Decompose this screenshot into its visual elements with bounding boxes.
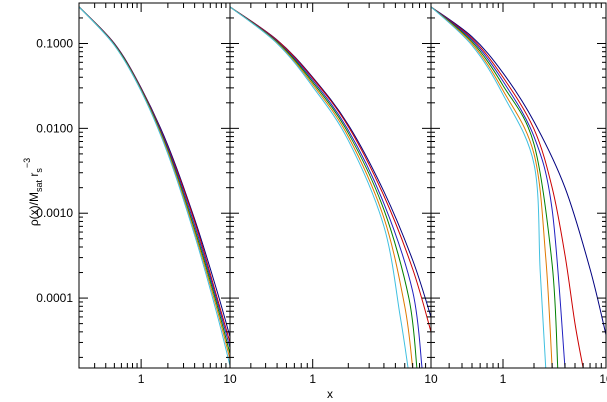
y-axis-title-main: ρ(x)/M (27, 192, 41, 226)
panel-1-series-line-2 (79, 6, 230, 343)
y-tick-label: 0.1000 (36, 36, 73, 50)
panel-1-series-line-1 (79, 6, 230, 337)
y-axis-title-sup: −3 (22, 158, 32, 168)
panel-1-series-line-5 (79, 6, 230, 360)
x-tick-label: 10 (599, 372, 607, 386)
y-tick-label: 0.0001 (36, 291, 73, 305)
panel-1-series-line-3 (79, 6, 230, 348)
x-tick-label: 10 (223, 372, 237, 386)
panel-2-series (230, 6, 431, 368)
panel-3-series-line-5 (431, 6, 553, 368)
panel-3-series-line-1 (431, 6, 606, 335)
panel-2-series-line-5 (230, 6, 414, 368)
panel-2-series-line-4 (230, 6, 418, 368)
y-axis-title: ρ(x)/Msat rs−3 (22, 158, 44, 226)
panel-3-series-line-6 (431, 6, 547, 368)
svg-text:ρ(x)/Msat rs−3: ρ(x)/Msat rs−3 (22, 158, 44, 226)
panel-2-series-line-1 (230, 6, 431, 318)
plot-area: 1 10 0.1000 0.0100 0.0010 0.0001 1 10 1 10 (36, 2, 607, 386)
y-axis-title-mid: r (27, 173, 41, 180)
panel-1-series-line-6 (79, 6, 230, 366)
panel-3-series (431, 6, 606, 368)
panel-3-series-line-2 (431, 6, 584, 368)
panel-3: 1 10 (430, 2, 607, 386)
panel-3-series-line-4 (431, 6, 559, 368)
x-tick-label: 1 (138, 372, 145, 386)
panel-1-series (79, 6, 230, 366)
x-tick-label: 1 (309, 372, 316, 386)
panel-1-series-line-4 (79, 6, 230, 355)
panel-2-frame (229, 2, 432, 369)
x-tick-label: 10 (424, 372, 438, 386)
y-tick-label: 0.0100 (36, 121, 73, 135)
y-axis-title-sub1: sat (34, 179, 44, 192)
panel-2-series-line-3 (230, 6, 423, 368)
panel-2-series-line-2 (230, 6, 431, 332)
panel-2: 1 10 (229, 2, 438, 386)
panel-3-series-line-3 (431, 6, 566, 368)
y-axis-title-sub2: s (34, 168, 44, 173)
x-axis-title: x (327, 387, 333, 401)
x-tick-label: 1 (500, 372, 507, 386)
y-tick-label: 0.0010 (36, 206, 73, 220)
panel-1: 1 10 0.1000 0.0100 0.0010 0.0001 (36, 2, 237, 386)
panel-2-series-line-6 (230, 6, 409, 368)
panel-1-frame (78, 2, 231, 369)
panel-3-frame (430, 2, 607, 369)
